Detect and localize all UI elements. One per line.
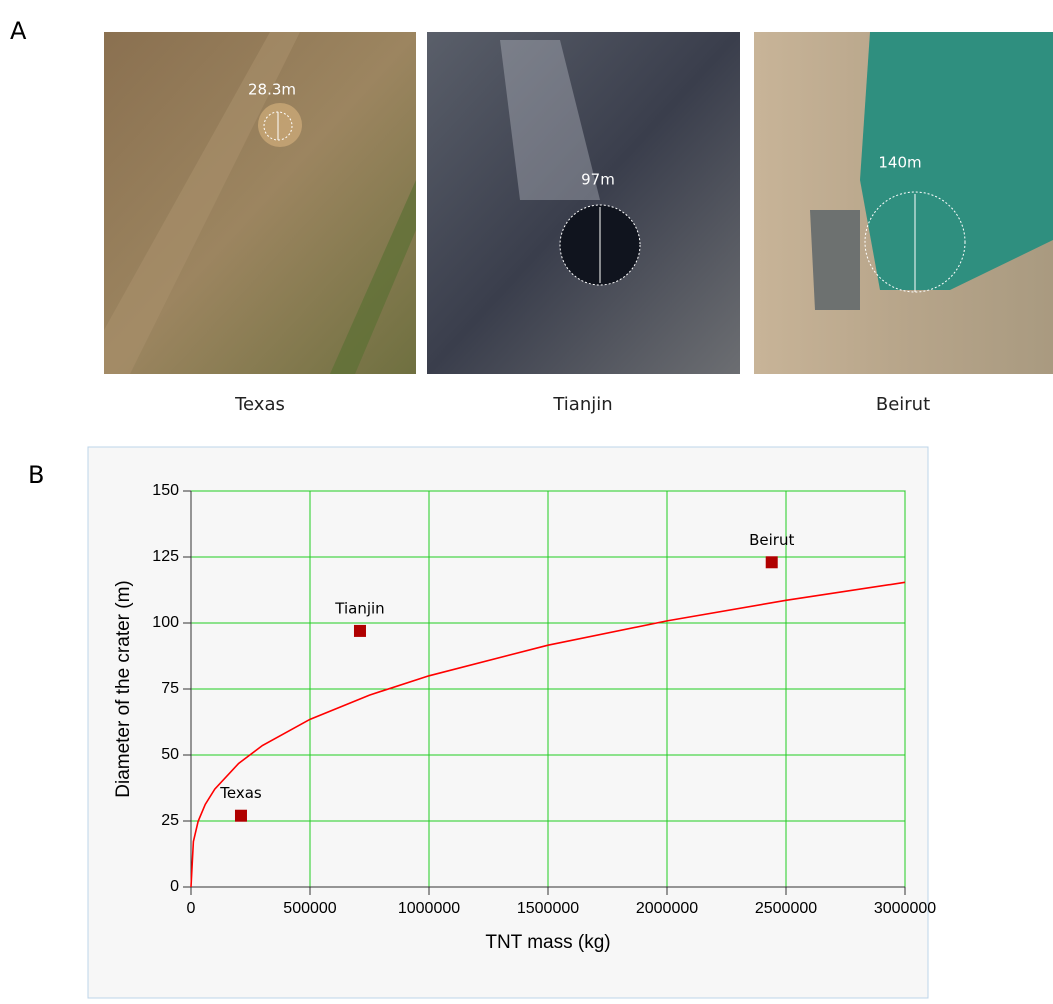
- y-tick-label: 75: [161, 680, 179, 697]
- annotation: 97m: [581, 171, 615, 189]
- x-tick-label: 3000000: [874, 900, 936, 917]
- data-point: [354, 625, 366, 637]
- y-axis-title: Diameter of the crater (m): [113, 580, 134, 798]
- panel-label: A: [10, 17, 27, 45]
- figure: A 28.3m Texas 97m Tianjin 140m Beirut B …: [0, 0, 1053, 999]
- x-axis-title: TNT mass (kg): [485, 932, 610, 953]
- data-point: [766, 556, 778, 568]
- x-tick-label: 1000000: [398, 900, 460, 917]
- annotation: 28.3m: [248, 81, 296, 99]
- point-label: Beirut: [749, 531, 794, 549]
- annotation: 140m: [878, 154, 921, 172]
- satellite-image: 97m: [427, 32, 740, 374]
- y-tick-label: 150: [152, 482, 179, 499]
- image-caption: Tianjin: [552, 394, 612, 415]
- x-tick-label: 2000000: [636, 900, 698, 917]
- point-label: Texas: [219, 784, 262, 802]
- x-tick-label: 1500000: [517, 900, 579, 917]
- satellite-image: 28.3m: [104, 32, 416, 374]
- y-tick-label: 25: [161, 812, 179, 829]
- image-caption: Texas: [234, 394, 285, 415]
- y-tick-label: 125: [152, 548, 179, 565]
- page: A 28.3m Texas 97m Tianjin 140m Beirut B …: [0, 0, 1053, 1004]
- satellite-image: 140m: [754, 32, 1053, 374]
- y-tick-label: 100: [152, 614, 179, 631]
- image-caption: Beirut: [876, 394, 930, 415]
- y-tick-label: 50: [161, 746, 179, 763]
- x-tick-label: 500000: [283, 900, 336, 917]
- data-point: [235, 810, 247, 822]
- x-tick-label: 0: [187, 900, 196, 917]
- point-label: Tianjin: [334, 599, 384, 617]
- x-tick-label: 2500000: [755, 900, 817, 917]
- y-tick-label: 0: [170, 878, 179, 895]
- panel-label: B: [28, 461, 44, 489]
